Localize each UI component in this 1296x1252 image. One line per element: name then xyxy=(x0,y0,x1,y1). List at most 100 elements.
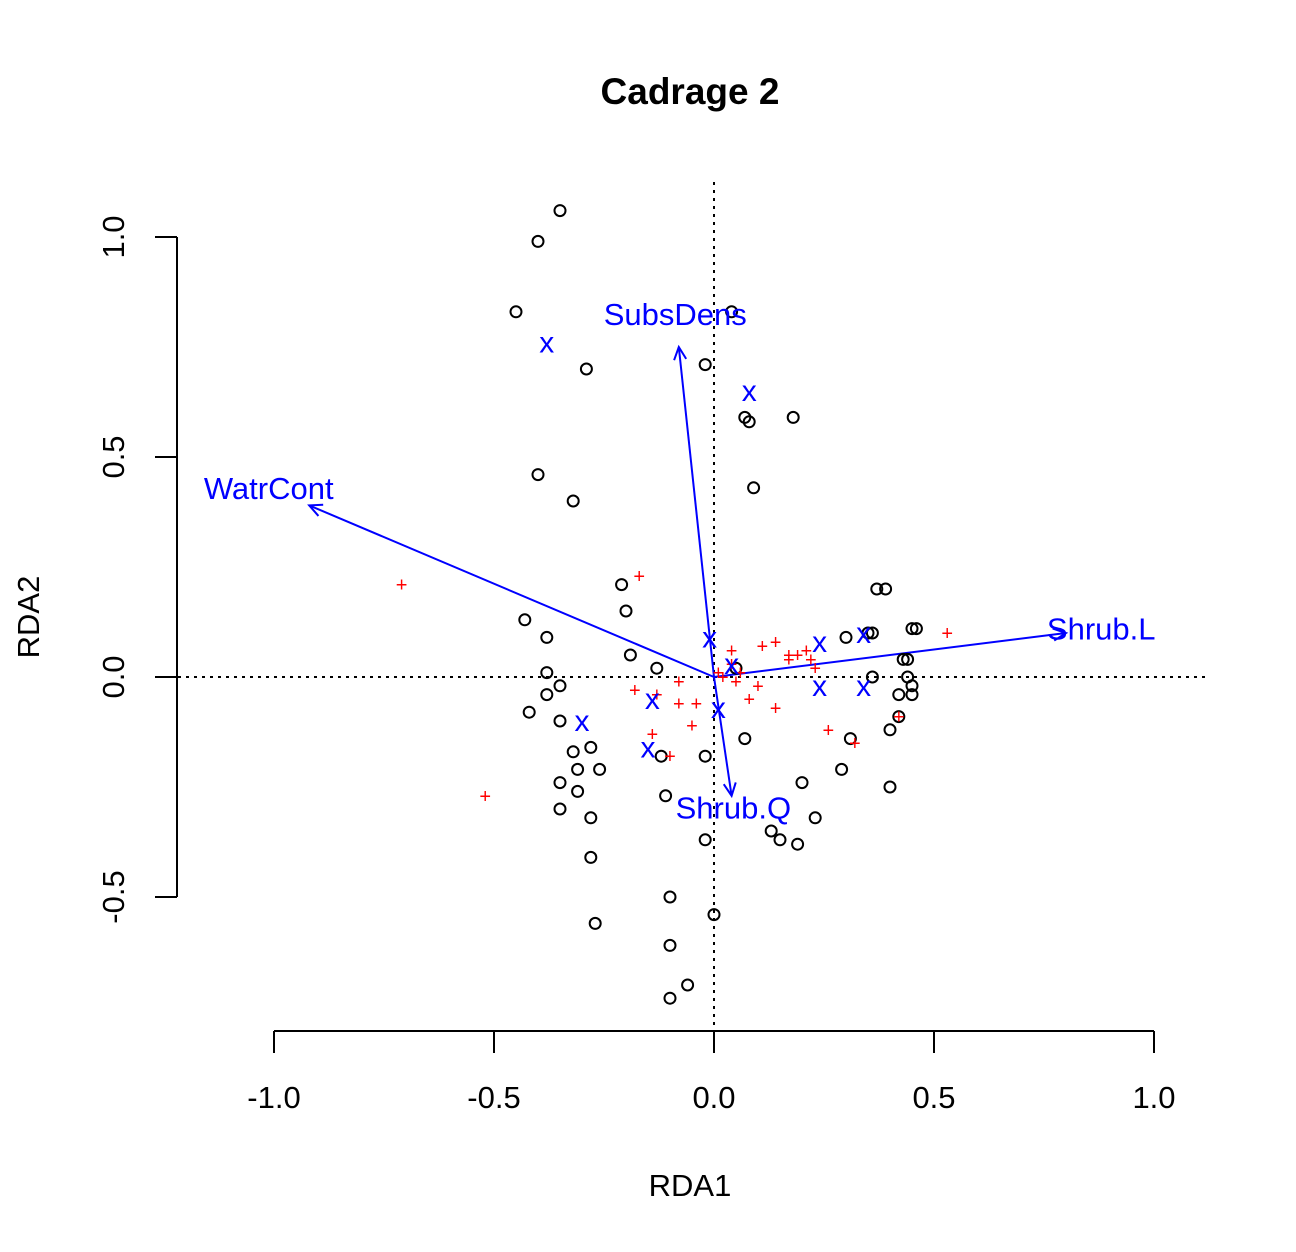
site-point xyxy=(588,916,602,930)
site-point xyxy=(571,784,585,798)
site-point xyxy=(553,714,567,728)
site-point xyxy=(725,305,739,319)
centroid-point: x xyxy=(702,621,717,654)
species-point: + xyxy=(686,715,698,737)
species-point: + xyxy=(673,671,685,693)
species-point: + xyxy=(479,786,491,808)
site-point xyxy=(654,749,668,763)
species-point: + xyxy=(792,645,804,667)
site-point xyxy=(879,582,893,596)
site-point xyxy=(623,648,637,662)
site-point xyxy=(764,824,778,838)
species-point: + xyxy=(783,645,795,667)
y-axis-label: RDA2 xyxy=(11,576,46,659)
centroid-point: x xyxy=(812,670,827,703)
species-point: + xyxy=(726,654,738,676)
site-point xyxy=(795,776,809,790)
site-point xyxy=(773,833,787,847)
species-point: + xyxy=(396,575,408,597)
x-axis-label: RDA1 xyxy=(649,1168,732,1203)
x-tick-label: -1.0 xyxy=(247,1080,300,1115)
site-point xyxy=(892,710,906,724)
site-point xyxy=(839,630,853,644)
site-point xyxy=(698,358,712,372)
site-point xyxy=(865,670,879,684)
arrow-labels: SubsDens WatrCont Shrub.L Shrub.Q xyxy=(204,297,1156,826)
site-point xyxy=(747,481,761,495)
site-point xyxy=(901,652,915,666)
species-point: + xyxy=(735,663,747,685)
x-tick-label: -0.5 xyxy=(467,1080,520,1115)
site-point xyxy=(791,837,805,851)
site-point xyxy=(650,661,664,675)
species-point: + xyxy=(893,707,905,729)
site-point xyxy=(584,850,598,864)
site-point xyxy=(518,613,532,627)
y-tick-label: 0.0 xyxy=(96,655,131,698)
species-point: + xyxy=(757,636,769,658)
y-tick-label: 0.5 xyxy=(96,435,131,478)
chart-title: Cadrage 2 xyxy=(601,71,780,112)
site-point xyxy=(579,362,593,376)
species-point: + xyxy=(783,649,795,671)
site-point xyxy=(540,666,554,680)
site-points xyxy=(509,204,923,1005)
species-point: + xyxy=(770,632,782,654)
site-point xyxy=(663,938,677,952)
centroid-point: x xyxy=(812,626,827,659)
site-point xyxy=(905,679,919,693)
centroid-point: x xyxy=(724,648,739,681)
species-point: + xyxy=(726,641,738,663)
species-point: + xyxy=(629,680,641,702)
site-point xyxy=(663,991,677,1005)
site-point xyxy=(566,494,580,508)
environmental-arrows xyxy=(307,344,1069,799)
site-point xyxy=(584,811,598,825)
species-point: + xyxy=(941,623,953,645)
y-axis: -0.5 0.0 0.5 1.0 xyxy=(96,215,178,924)
site-point xyxy=(584,740,598,754)
x-tick-label: 0.0 xyxy=(692,1080,735,1115)
site-point xyxy=(786,410,800,424)
site-point xyxy=(861,626,875,640)
centroid-point: x xyxy=(742,375,757,408)
species-point: + xyxy=(752,676,764,698)
species-point: + xyxy=(691,693,703,715)
site-point xyxy=(808,811,822,825)
site-point xyxy=(540,688,554,702)
site-point xyxy=(909,622,923,636)
site-point xyxy=(553,204,567,218)
species-point: + xyxy=(809,658,821,680)
species-point: + xyxy=(664,746,676,768)
site-point xyxy=(883,780,897,794)
arrow-line xyxy=(713,632,1067,678)
site-point xyxy=(659,789,673,803)
species-point: + xyxy=(647,724,659,746)
arrow-label: WatrCont xyxy=(204,471,334,506)
arrow-head xyxy=(1052,627,1069,642)
site-point xyxy=(663,890,677,904)
species-point: + xyxy=(673,693,685,715)
site-point xyxy=(553,679,567,693)
arrow-head xyxy=(307,503,324,517)
site-point xyxy=(843,732,857,746)
arrow-label: Shrub.L xyxy=(1047,612,1156,647)
species-point: + xyxy=(730,671,742,693)
site-point xyxy=(870,582,884,596)
site-point xyxy=(553,776,567,790)
arrow-head xyxy=(673,344,688,361)
arrow-head xyxy=(722,782,737,799)
centroid-point: x xyxy=(856,617,871,650)
species-point: + xyxy=(717,667,729,689)
site-point xyxy=(835,762,849,776)
site-point xyxy=(883,723,897,737)
site-point xyxy=(865,626,879,640)
site-point xyxy=(681,978,695,992)
site-point xyxy=(540,630,554,644)
site-point xyxy=(905,688,919,702)
x-axis: -1.0 -0.5 0.0 0.5 1.0 xyxy=(247,1030,1176,1115)
site-point xyxy=(531,234,545,248)
species-point: + xyxy=(823,720,835,742)
site-point xyxy=(531,468,545,482)
